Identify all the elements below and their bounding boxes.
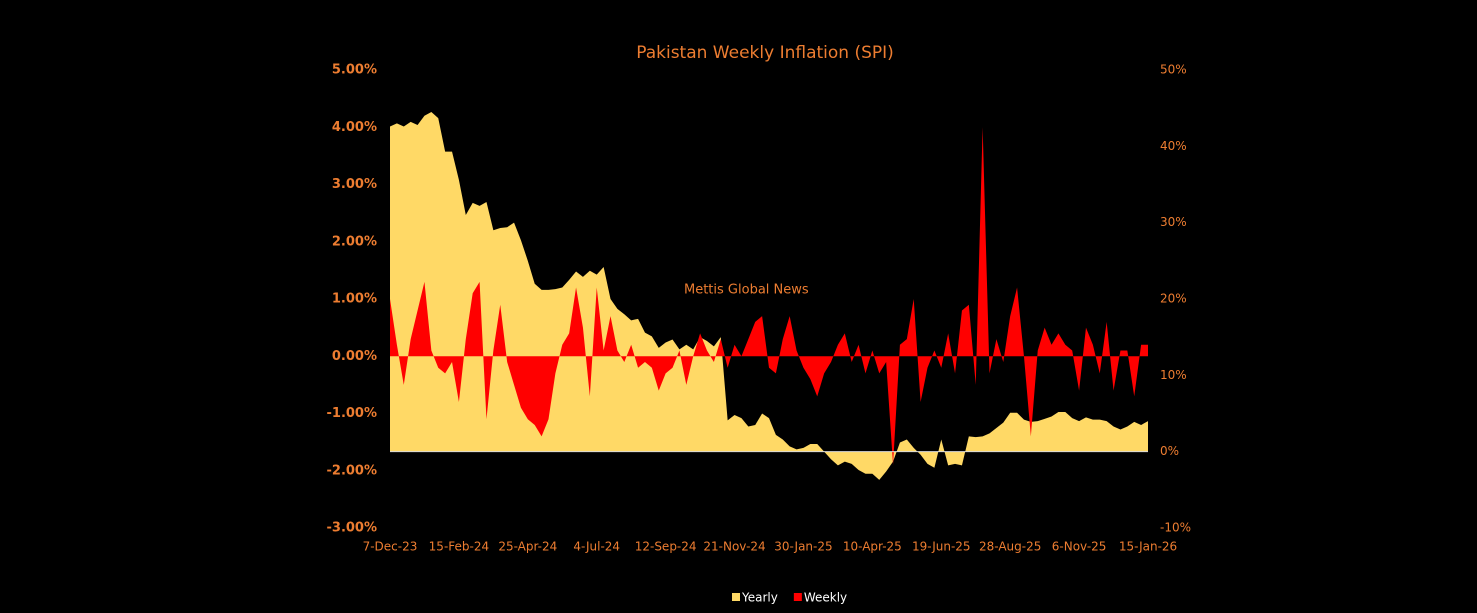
y2-tick-label: 30% <box>1160 215 1187 229</box>
area-yearly <box>390 111 1148 480</box>
x-tick-label: 12-Sep-24 <box>635 540 697 554</box>
x-tick-label: 15-Feb-24 <box>429 540 489 554</box>
legend-label: Weekly <box>804 591 847 605</box>
y-tick-label: 4.00% <box>332 120 377 135</box>
x-tick-label: 21-Nov-24 <box>703 540 765 554</box>
x-tick-label: 28-Aug-25 <box>979 540 1041 554</box>
y-tick-label: -3.00% <box>327 521 378 536</box>
y2-tick-label: 0% <box>1160 444 1179 458</box>
x-tick-label: 25-Apr-24 <box>498 540 557 554</box>
y-tick-label: 5.00% <box>332 63 377 78</box>
y2-tick-label: -10% <box>1160 521 1191 535</box>
x-tick-label: 10-Apr-25 <box>843 540 902 554</box>
x-tick-label: 4-Jul-24 <box>573 540 620 554</box>
y-tick-label: 3.00% <box>332 177 377 192</box>
y-tick-label: 1.00% <box>332 292 377 307</box>
y2-tick-label: 20% <box>1160 292 1187 306</box>
x-tick-label: 30-Jan-25 <box>774 540 832 554</box>
x-tick-label: 6-Nov-25 <box>1052 540 1107 554</box>
y2-tick-label: 50% <box>1160 63 1187 77</box>
y-tick-label: 0.00% <box>332 349 377 364</box>
x-tick-label: 15-Jan-26 <box>1119 540 1177 554</box>
annotation: Mettis Global News <box>684 283 809 298</box>
legend-swatch <box>732 593 740 601</box>
y2-tick-label: 40% <box>1160 139 1187 153</box>
legend-swatch <box>793 593 802 601</box>
legend-label: Yearly <box>741 591 778 605</box>
y-tick-label: 2.00% <box>332 234 377 249</box>
chart-title: Pakistan Weekly Inflation (SPI) <box>636 43 894 63</box>
y-tick-label: -2.00% <box>327 463 378 478</box>
x-tick-label: 19-Jun-25 <box>912 540 971 554</box>
y-tick-label: -1.00% <box>327 406 378 421</box>
x-tick-label: 7-Dec-23 <box>363 540 418 554</box>
y2-tick-label: 10% <box>1160 368 1187 382</box>
